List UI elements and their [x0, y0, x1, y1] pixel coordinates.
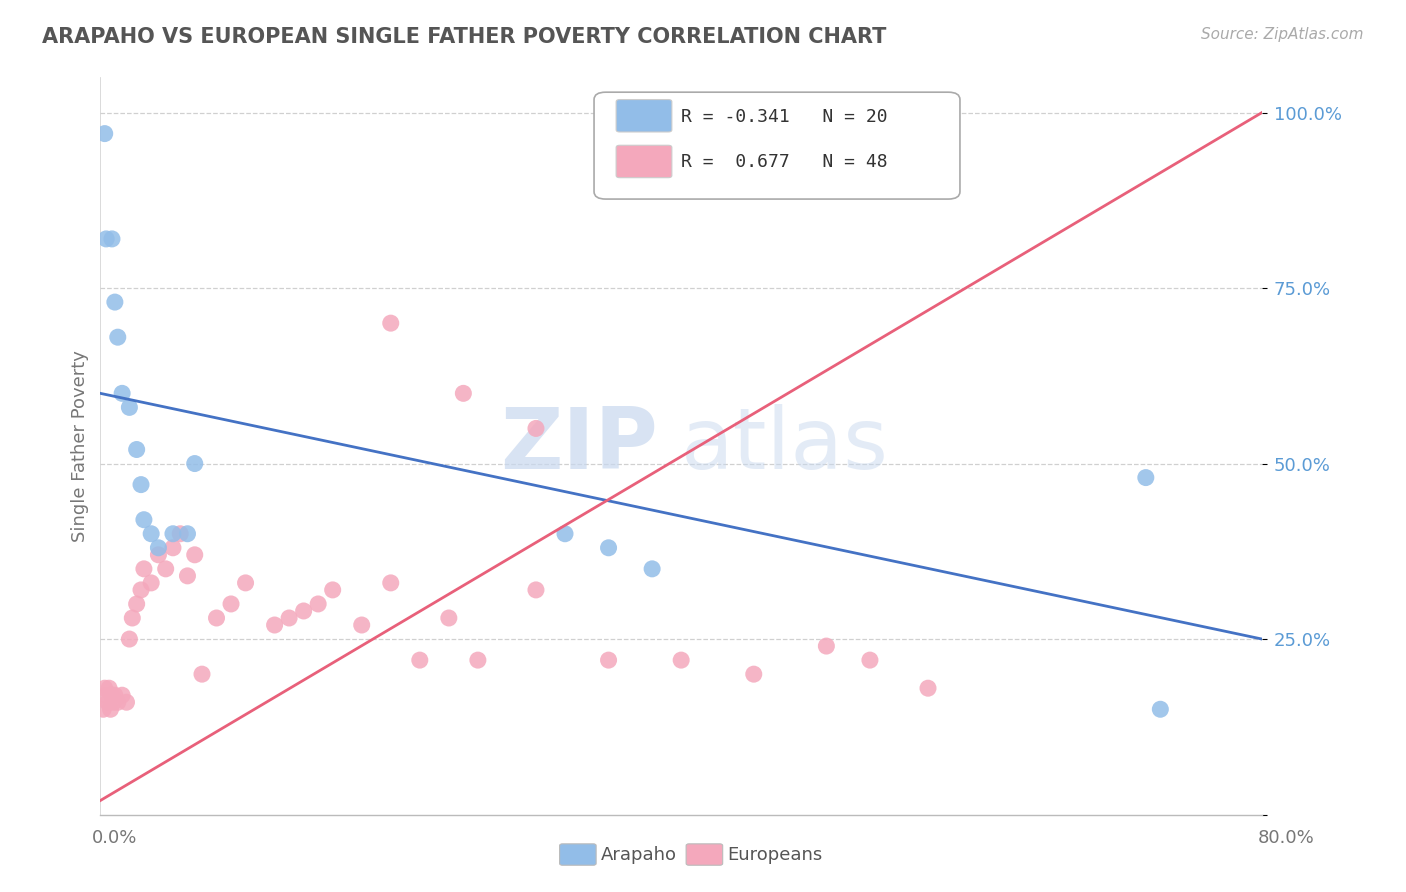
Point — [111, 688, 134, 702]
Point — [155, 562, 177, 576]
Point — [91, 702, 114, 716]
Point — [437, 611, 460, 625]
Point — [205, 611, 228, 625]
Point — [554, 526, 576, 541]
Point — [669, 653, 692, 667]
Text: ARAPAHO VS EUROPEAN SINGLE FATHER POVERTY CORRELATION CHART: ARAPAHO VS EUROPEAN SINGLE FATHER POVERT… — [42, 27, 887, 46]
Point — [467, 653, 489, 667]
Text: 80.0%: 80.0% — [1258, 829, 1315, 847]
Point — [93, 127, 115, 141]
Point — [104, 688, 127, 702]
Text: Arapaho: Arapaho — [600, 846, 676, 863]
Text: atlas: atlas — [681, 404, 889, 488]
Point — [1149, 702, 1171, 716]
Point — [380, 575, 402, 590]
Point — [219, 597, 242, 611]
Point — [148, 541, 170, 555]
Point — [111, 386, 134, 401]
Text: R =  0.677   N = 48: R = 0.677 N = 48 — [681, 153, 887, 171]
FancyBboxPatch shape — [595, 92, 960, 199]
Point — [184, 457, 207, 471]
Point — [101, 688, 124, 702]
Point — [162, 541, 184, 555]
Point — [162, 526, 184, 541]
Point — [409, 653, 432, 667]
Point — [141, 526, 163, 541]
Point — [235, 575, 257, 590]
FancyBboxPatch shape — [616, 100, 672, 132]
Y-axis label: Single Father Poverty: Single Father Poverty — [72, 350, 89, 542]
Point — [101, 232, 124, 246]
Point — [107, 330, 129, 344]
Point — [917, 681, 939, 696]
Text: Europeans: Europeans — [727, 846, 823, 863]
Point — [98, 681, 121, 696]
Point — [1135, 470, 1157, 484]
Point — [148, 548, 170, 562]
Point — [263, 618, 285, 632]
Point — [184, 548, 207, 562]
Point — [176, 526, 198, 541]
Point — [278, 611, 301, 625]
Point — [292, 604, 315, 618]
Point — [132, 513, 155, 527]
Point — [107, 695, 129, 709]
Point — [453, 386, 475, 401]
Text: Source: ZipAtlas.com: Source: ZipAtlas.com — [1201, 27, 1364, 42]
Point — [118, 632, 141, 646]
Point — [524, 582, 547, 597]
Point — [103, 695, 125, 709]
Point — [598, 653, 620, 667]
Point — [115, 695, 138, 709]
Point — [169, 526, 191, 541]
Point — [118, 401, 141, 415]
Point — [815, 639, 838, 653]
Point — [93, 681, 115, 696]
FancyBboxPatch shape — [616, 145, 672, 178]
Point — [125, 442, 148, 457]
Point — [141, 575, 163, 590]
Point — [129, 477, 152, 491]
Point — [132, 562, 155, 576]
Text: R = -0.341   N = 20: R = -0.341 N = 20 — [681, 108, 887, 126]
Point — [104, 295, 127, 310]
Point — [97, 695, 120, 709]
Point — [742, 667, 765, 681]
Text: 0.0%: 0.0% — [91, 829, 136, 847]
Point — [125, 597, 148, 611]
Point — [641, 562, 664, 576]
Point — [96, 688, 118, 702]
Point — [350, 618, 373, 632]
Point — [129, 582, 152, 597]
Point — [191, 667, 214, 681]
Point — [524, 421, 547, 435]
Text: ZIP: ZIP — [501, 404, 658, 488]
Point — [96, 232, 118, 246]
Point — [100, 702, 122, 716]
Point — [121, 611, 143, 625]
Point — [176, 569, 198, 583]
Point — [380, 316, 402, 330]
Point — [598, 541, 620, 555]
Point — [322, 582, 344, 597]
Point — [859, 653, 882, 667]
Point — [307, 597, 329, 611]
